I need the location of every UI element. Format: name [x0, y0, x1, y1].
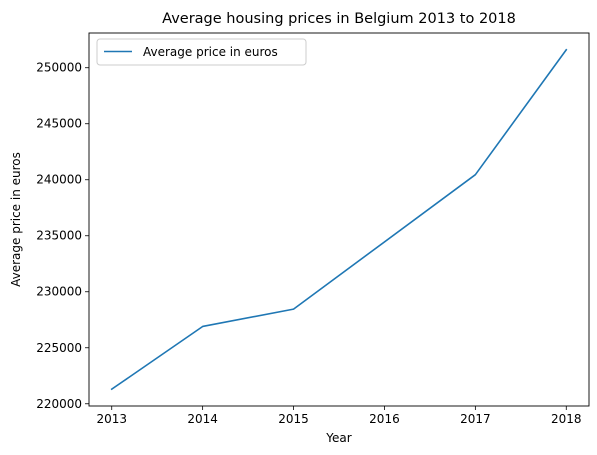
y-tick-label: 220000 — [36, 397, 82, 411]
chart-title: Average housing prices in Belgium 2013 t… — [162, 11, 516, 27]
x-tick-label: 2018 — [551, 412, 582, 426]
series-layer — [110, 48, 568, 391]
legend-label: Average price in euros — [143, 45, 278, 59]
x-tick-label: 2013 — [96, 412, 127, 426]
y-tick-label: 230000 — [36, 285, 82, 299]
axis-ticks: 2013 2014 2015 2016 2017 2018 220000 225000 2300… — [36, 61, 581, 426]
y-tick-label: 250000 — [36, 61, 82, 75]
x-tick-label: 2016 — [369, 412, 400, 426]
x-tick-label: 2015 — [278, 412, 309, 426]
x-tick-label: 2017 — [460, 412, 491, 426]
y-tick-label: 240000 — [36, 173, 82, 187]
y-tick-label: 245000 — [36, 117, 82, 131]
y-tick-label: 225000 — [36, 341, 82, 355]
y-axis-title-group: Average price in euros — [9, 152, 23, 287]
y-tick-label: 235000 — [36, 229, 82, 243]
x-tick-label: 2014 — [187, 412, 218, 426]
y-axis-title: Average price in euros — [9, 152, 23, 287]
legend-box — [96, 38, 307, 66]
x-axis-title: Year — [325, 431, 351, 445]
series-line — [110, 48, 568, 391]
plot-frame — [88, 32, 590, 407]
legend: Average price in euros — [96, 38, 307, 66]
plot-area — [89, 33, 589, 406]
